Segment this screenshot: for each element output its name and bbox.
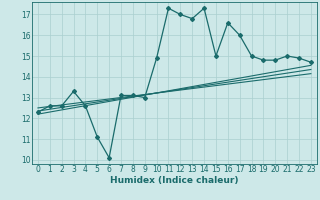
X-axis label: Humidex (Indice chaleur): Humidex (Indice chaleur) (110, 176, 239, 185)
